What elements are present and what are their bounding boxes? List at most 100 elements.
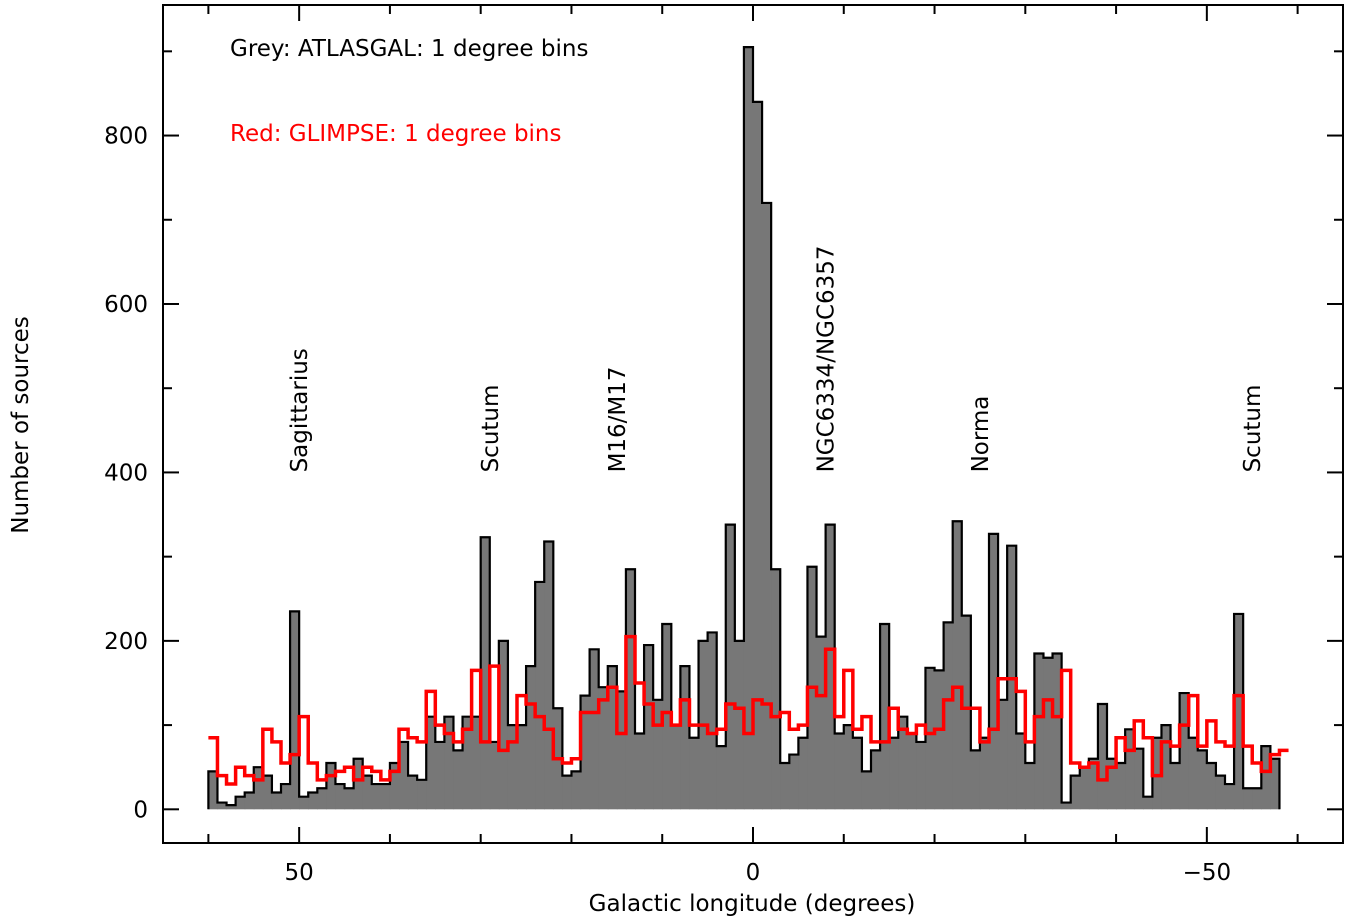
y-tick-label: 600: [104, 292, 148, 318]
atlasgal-bar: [1215, 775, 1226, 810]
x-axis-label: Galactic longitude (degrees): [589, 891, 916, 917]
atlasgal-bar: [1225, 784, 1235, 810]
atlasgal-bar: [943, 622, 954, 810]
y-tick-label: 0: [133, 797, 148, 823]
x-tick-label: 50: [285, 860, 314, 886]
atlasgal-bar: [489, 741, 500, 810]
atlasgal-bar: [689, 737, 700, 810]
atlasgal-bar: [1161, 725, 1172, 810]
atlasgal-bar: [880, 624, 890, 810]
atlasgal-bar: [798, 737, 809, 810]
atlasgal-bar: [607, 666, 618, 810]
atlasgal-bar: [235, 796, 246, 810]
atlasgal-bar: [1234, 613, 1244, 810]
atlasgal-bar: [580, 695, 591, 810]
atlasgal-bar: [707, 632, 718, 810]
atlasgal-bar: [1170, 762, 1181, 810]
atlasgal-bar: [281, 784, 291, 810]
atlasgal-bar: [507, 725, 518, 810]
atlasgal-bar: [498, 640, 509, 810]
atlasgal-bar: [1143, 796, 1153, 810]
region-annotation: Sagittarius: [287, 348, 313, 472]
atlasgal-bar: [771, 569, 781, 810]
atlasgal-bar: [998, 699, 1008, 810]
atlasgal-bar: [244, 792, 255, 810]
atlasgal-bar: [1197, 750, 1208, 810]
atlasgal-bar: [725, 524, 736, 810]
atlasgal-bar: [762, 202, 772, 810]
atlasgal-bar: [716, 746, 727, 810]
atlasgal-bar: [544, 541, 554, 810]
atlasgal-bar: [1079, 767, 1090, 810]
atlasgal-bar: [662, 624, 672, 810]
atlasgal-bar: [271, 792, 282, 810]
atlasgal-bar: [408, 775, 418, 810]
atlasgal-bar: [253, 767, 264, 810]
region-annotation: M16/M17: [605, 366, 631, 472]
atlasgal-bar: [399, 741, 409, 810]
x-tick-label: 0: [746, 860, 761, 886]
atlasgal-bar: [1252, 788, 1262, 810]
atlasgal-bar: [1052, 653, 1063, 810]
atlasgal-bar: [353, 758, 364, 810]
region-annotation: Norma: [968, 396, 994, 473]
atlasgal-bar: [1116, 762, 1126, 810]
series-layer: [207, 46, 1289, 810]
atlasgal-bar: [308, 792, 318, 810]
series-glimpse: [208, 634, 1289, 786]
ticks-layer: [163, 5, 1343, 843]
atlasgal-bar: [734, 640, 745, 810]
atlasgal-outline: [207, 46, 1281, 810]
atlasgal-bar: [335, 784, 346, 810]
atlasgal-bar: [680, 666, 691, 810]
atlasgal-bar: [852, 737, 863, 810]
atlasgal-bar: [952, 521, 963, 810]
atlasgal-bar: [380, 784, 391, 810]
atlasgal-bar: [462, 716, 473, 810]
atlasgal-bar: [362, 775, 373, 810]
atlasgal-bar: [344, 788, 355, 810]
atlasgal-bar: [1025, 762, 1035, 810]
atlasgal-bar: [1107, 758, 1117, 810]
atlasgal-bar: [979, 737, 990, 810]
atlasgal-bar: [317, 788, 327, 810]
atlasgal-bar: [262, 775, 273, 810]
atlasgal-bar: [1043, 657, 1054, 810]
legend-entry: Grey: ATLASGAL: 1 degree bins: [230, 36, 588, 62]
atlasgal-bar: [299, 796, 309, 810]
region-annotation: Scutum: [1240, 385, 1266, 473]
atlasgal-bar: [208, 771, 219, 810]
atlasgal-bar: [753, 101, 763, 810]
legend: Grey: ATLASGAL: 1 degree bins Red: GLIMPS…: [230, 36, 588, 147]
atlasgal-bar: [925, 667, 936, 810]
atlasgal-bar: [417, 779, 427, 810]
region-annotation: Scutum: [478, 385, 504, 473]
tick-labels: 50 0 −50 0 200 400 600 800: [104, 124, 1231, 886]
atlasgal-bar: [825, 524, 836, 810]
atlasgal-bar: [789, 754, 799, 810]
atlasgal-bar: [843, 725, 854, 810]
x-tick-label: −50: [1183, 860, 1232, 886]
series-atlasgal: [207, 46, 1281, 810]
atlasgal-bar: [444, 716, 455, 810]
y-axis-label: Number of sources: [8, 316, 34, 534]
atlasgal-bar: [1206, 762, 1217, 810]
atlasgal-bar: [743, 47, 754, 810]
atlasgal-bar: [1270, 758, 1281, 810]
annotations: Sagittarius Scutum M16/M17 NGC6334/NGC6357 N…: [287, 245, 1266, 472]
atlasgal-bar: [226, 805, 237, 810]
atlasgal-bar: [471, 716, 482, 810]
atlasgal-bar: [1261, 746, 1271, 810]
atlasgal-bar: [1243, 788, 1253, 810]
atlasgal-bar: [598, 687, 609, 810]
atlasgal-bar: [834, 733, 845, 810]
legend-entry: Red: GLIMPSE: 1 degree bins: [230, 121, 562, 147]
atlasgal-bar: [526, 666, 536, 810]
atlasgal-bar: [907, 733, 917, 810]
atlasgal-bar: [1016, 733, 1026, 810]
atlasgal-bar: [871, 750, 881, 810]
atlasgal-bar: [970, 750, 981, 810]
atlasgal-bar: [1125, 729, 1135, 810]
atlasgal-bar: [635, 733, 645, 810]
